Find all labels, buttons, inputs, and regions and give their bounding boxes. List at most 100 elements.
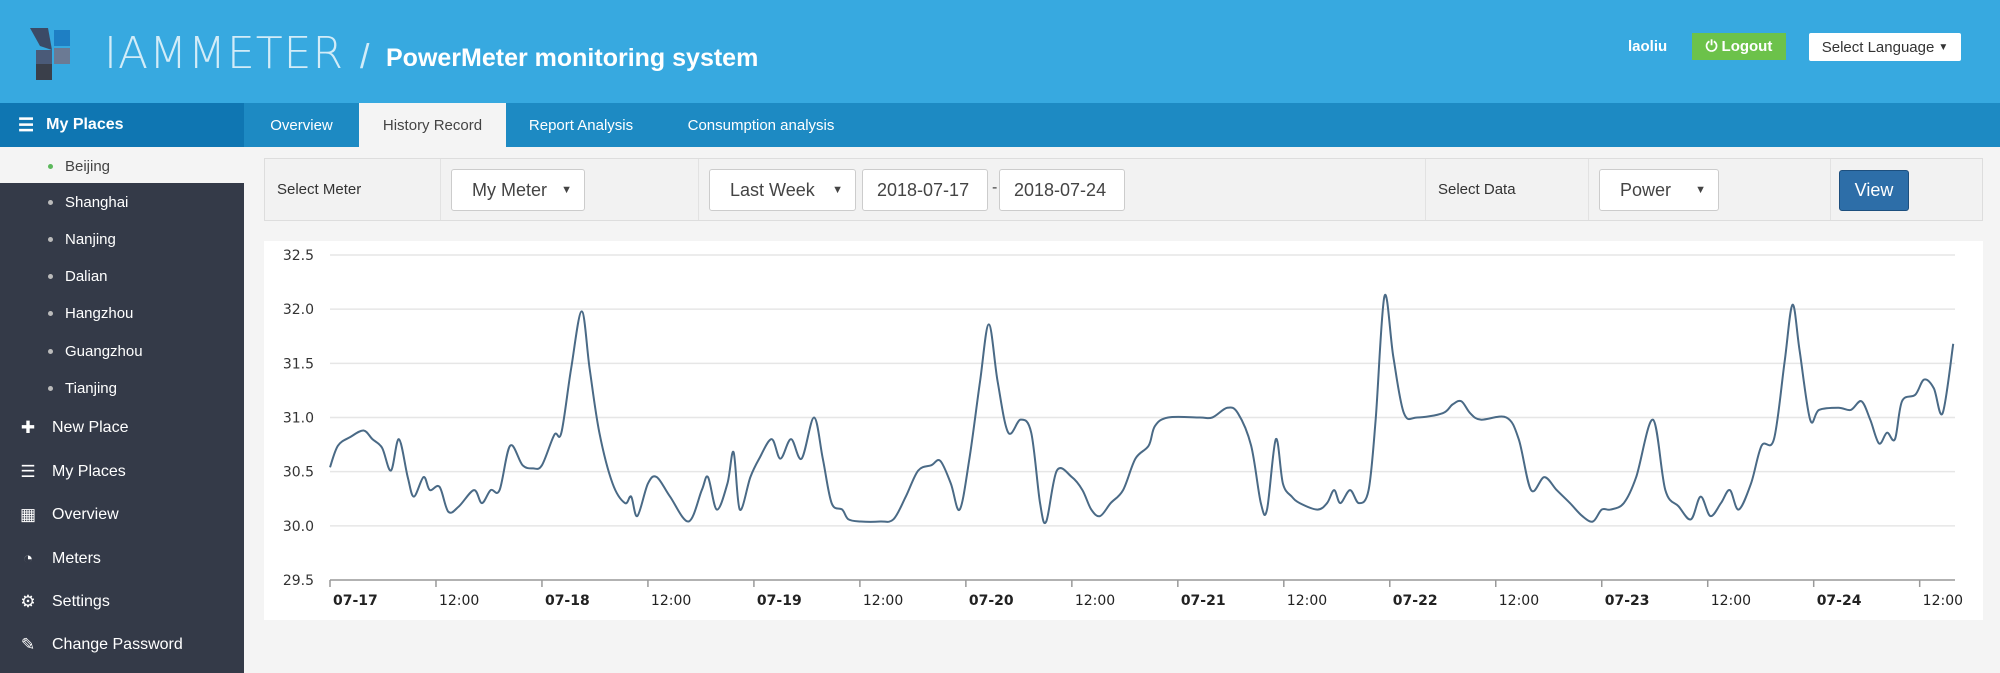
view-button[interactable]: View (1839, 170, 1909, 211)
place-dalian[interactable]: Dalian (0, 258, 244, 294)
plus-icon: ✚ (20, 418, 36, 437)
place-shanghai[interactable]: Shanghai (0, 184, 244, 220)
place-guangzhou[interactable]: Guangzhou (0, 333, 244, 369)
y-tick-label: 30.5 (283, 465, 314, 481)
place-hangzhou[interactable]: Hangzhou (0, 295, 244, 331)
caret-down-icon: ▼ (1938, 41, 1949, 53)
x-tick-label: 07-20 (969, 593, 1014, 609)
power-icon: ⏻ (1705, 38, 1718, 55)
system-title: PowerMeter monitoring system (386, 44, 759, 72)
data-value: Power (1620, 179, 1672, 200)
meter-value: My Meter (472, 179, 548, 200)
bullet-icon (48, 273, 53, 279)
caret-down-icon: ▼ (561, 184, 572, 196)
tab-consumption-analysis[interactable]: Consumption analysis (687, 116, 835, 134)
nav-settings[interactable]: ⚙ Settings (0, 582, 244, 622)
x-tick-label: 12:00 (1287, 593, 1327, 609)
place-label: Nanjing (65, 230, 116, 248)
place-label: Tianjing (65, 379, 117, 397)
series-line-power (329, 293, 1955, 524)
start-date-value: 2018-07-17 (877, 179, 970, 200)
nav-label: New Place (52, 419, 129, 436)
list-icon: ☰ (20, 462, 36, 481)
y-tick-label: 29.5 (283, 573, 314, 589)
dashboard-icon: ◔ (22, 549, 34, 568)
end-date-input[interactable]: 2018-07-24 (999, 169, 1125, 211)
select-data-label: Select Data (1438, 181, 1516, 198)
x-tick-label: 07-24 (1817, 593, 1862, 609)
date-separator: - (992, 179, 998, 196)
iammeter-logo-icon (30, 28, 70, 80)
caret-down-icon: ▼ (1695, 184, 1706, 196)
nav-label: Change Password (52, 636, 183, 653)
y-tick-label: 32.5 (283, 248, 314, 264)
language-select[interactable]: Select Language ▼ (1809, 33, 1961, 61)
range-value: Last Week (730, 179, 815, 200)
x-tick-label: 12:00 (1499, 593, 1539, 609)
x-tick-label: 12:00 (439, 593, 479, 609)
place-label: Hangzhou (65, 304, 134, 322)
chart-panel: 32.5 32.0 31.5 31.0 30.5 30.0 29.5 07-17 12:00 07… (264, 241, 1983, 620)
y-tick-label: 32.0 (283, 302, 314, 318)
meter-select[interactable]: My Meter ▼ (451, 169, 585, 211)
tab-report-analysis[interactable]: Report Analysis (528, 116, 634, 134)
data-select-cell: Power ▼ (1589, 159, 1831, 220)
nav-new-place[interactable]: ✚ New Place (0, 408, 244, 448)
top-header (0, 0, 2000, 103)
x-tick-label: 07-21 (1181, 593, 1226, 609)
power-line-chart: 32.5 32.0 31.5 31.0 30.5 30.0 29.5 07-17 12:00 07… (283, 248, 1963, 609)
nav-overview[interactable]: ▦ Overview (0, 495, 244, 535)
x-tick-label: 12:00 (863, 593, 903, 609)
start-date-input[interactable]: 2018-07-17 (862, 169, 988, 211)
tab-overview[interactable]: Overview (270, 116, 333, 134)
edit-icon: ✎ (20, 635, 36, 654)
x-tick-label: 12:00 (1711, 593, 1751, 609)
logout-button[interactable]: ⏻ Logout (1692, 33, 1786, 60)
data-select[interactable]: Power ▼ (1599, 169, 1719, 211)
place-tianjing[interactable]: Tianjing (0, 370, 244, 406)
tab-history-record[interactable]: History Record (359, 103, 506, 147)
nav-my-places[interactable]: ☰ My Places (0, 452, 244, 492)
meter-select-cell: My Meter ▼ (441, 159, 699, 220)
caret-down-icon: ▼ (832, 184, 843, 196)
nav-label: Settings (52, 593, 110, 610)
x-tick-label: 07-19 (757, 593, 802, 609)
logout-label: Logout (1721, 38, 1773, 55)
x-tick-label: 07-23 (1605, 593, 1650, 609)
language-label: Select Language (1821, 38, 1935, 56)
sidebar (0, 183, 244, 673)
nav-meters[interactable]: ◔ Meters (0, 539, 244, 579)
data-label-cell: Select Data (1425, 159, 1589, 220)
bullet-icon (48, 236, 53, 242)
place-nanjing[interactable]: Nanjing (0, 221, 244, 257)
y-tick-label: 30.0 (283, 519, 314, 535)
bullet-icon (48, 163, 53, 169)
sidebar-header-label: My Places (46, 116, 124, 133)
nav-change-password[interactable]: ✎ Change Password (0, 625, 244, 665)
selected-place-bg (0, 147, 244, 183)
tab-bar (0, 103, 2000, 147)
title-separator: / (360, 38, 370, 76)
filter-bar: Select Meter My Meter ▼ Last Week ▼ 2018-0… (264, 158, 1983, 221)
x-tick-label: 07-17 (333, 593, 378, 609)
x-tick-label: 12:00 (1923, 593, 1963, 609)
x-tick-label: 12:00 (651, 593, 691, 609)
x-tick-label: 07-22 (1393, 593, 1438, 609)
sidebar-header[interactable]: ☰ My Places (0, 103, 244, 147)
x-tick-label: 07-18 (545, 593, 590, 609)
end-date-value: 2018-07-24 (1014, 179, 1107, 200)
username[interactable]: laoliu (1628, 38, 1668, 55)
meter-label-cell: Select Meter (265, 159, 441, 220)
nav-label: Meters (52, 550, 101, 567)
bullet-icon (48, 348, 53, 354)
y-tick-label: 31.5 (283, 356, 314, 372)
nav-label: My Places (52, 463, 126, 480)
place-label: Shanghai (65, 193, 129, 211)
y-tick-label: 31.0 (283, 411, 314, 427)
bullet-icon (48, 199, 53, 205)
x-tick-label: 12:00 (1075, 593, 1115, 609)
range-select[interactable]: Last Week ▼ (709, 169, 856, 211)
place-label: Beijing (65, 157, 111, 175)
list-icon: ☰ (18, 114, 35, 135)
place-beijing[interactable]: Beijing (0, 148, 244, 184)
